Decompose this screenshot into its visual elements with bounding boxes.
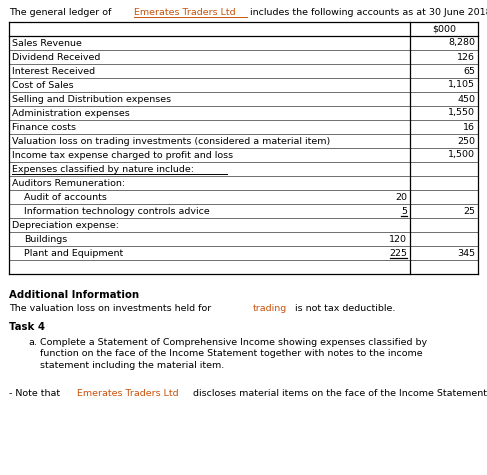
- Text: 5: 5: [401, 207, 407, 216]
- Text: 225: 225: [389, 248, 407, 257]
- Text: 1,105: 1,105: [448, 80, 475, 89]
- Text: 25: 25: [463, 207, 475, 216]
- Text: Additional Information: Additional Information: [9, 290, 139, 300]
- Text: Finance costs: Finance costs: [12, 123, 76, 132]
- Text: 20: 20: [395, 192, 407, 201]
- Text: Expenses classified by nature include:: Expenses classified by nature include:: [12, 164, 194, 173]
- Text: Complete a Statement of Comprehensive Income showing expenses classified by: Complete a Statement of Comprehensive In…: [40, 338, 427, 347]
- Text: discloses material items on the face of the Income Statement.: discloses material items on the face of …: [190, 389, 487, 398]
- Text: $000: $000: [432, 25, 456, 34]
- Text: function on the face of the Income Statement together with notes to the income: function on the face of the Income State…: [40, 350, 423, 359]
- Text: includes the following accounts as at 30 June 2018:: includes the following accounts as at 30…: [247, 8, 487, 17]
- Text: Emerates Traders Ltd: Emerates Traders Ltd: [133, 8, 235, 17]
- Text: 345: 345: [457, 248, 475, 257]
- Text: Information technology controls advice: Information technology controls advice: [24, 207, 210, 216]
- Text: Cost of Sales: Cost of Sales: [12, 80, 74, 89]
- Text: Audit of accounts: Audit of accounts: [24, 192, 107, 201]
- Text: Dividend Received: Dividend Received: [12, 53, 100, 61]
- Text: Selling and Distribution expenses: Selling and Distribution expenses: [12, 95, 171, 104]
- Text: Administration expenses: Administration expenses: [12, 108, 130, 117]
- Text: a.: a.: [28, 338, 37, 347]
- Text: - Note that: - Note that: [9, 389, 63, 398]
- Text: The valuation loss on investments held for: The valuation loss on investments held f…: [9, 304, 214, 313]
- Text: is not tax deductible.: is not tax deductible.: [292, 304, 396, 313]
- Text: The general ledger of: The general ledger of: [9, 8, 114, 17]
- Text: Valuation loss on trading investments (considered a material item): Valuation loss on trading investments (c…: [12, 136, 330, 145]
- Text: Emerates Traders Ltd: Emerates Traders Ltd: [77, 389, 179, 398]
- Text: 450: 450: [457, 95, 475, 104]
- Text: 1,550: 1,550: [448, 108, 475, 117]
- Text: Interest Received: Interest Received: [12, 66, 95, 76]
- Text: 16: 16: [463, 123, 475, 132]
- Text: Depreciation expense:: Depreciation expense:: [12, 220, 119, 229]
- Text: 126: 126: [457, 53, 475, 61]
- Text: 8,280: 8,280: [448, 38, 475, 48]
- Text: Plant and Equipment: Plant and Equipment: [24, 248, 123, 257]
- Text: Task 4: Task 4: [9, 322, 45, 332]
- Text: 120: 120: [389, 235, 407, 244]
- Text: Sales Revenue: Sales Revenue: [12, 38, 82, 48]
- Text: Buildings: Buildings: [24, 235, 67, 244]
- Text: Auditors Remuneration:: Auditors Remuneration:: [12, 179, 125, 188]
- Text: 250: 250: [457, 136, 475, 145]
- Text: statement including the material item.: statement including the material item.: [40, 361, 224, 370]
- Text: trading: trading: [253, 304, 287, 313]
- Text: 1,500: 1,500: [448, 151, 475, 160]
- Text: Income tax expense charged to profit and loss: Income tax expense charged to profit and…: [12, 151, 233, 160]
- Text: 65: 65: [463, 66, 475, 76]
